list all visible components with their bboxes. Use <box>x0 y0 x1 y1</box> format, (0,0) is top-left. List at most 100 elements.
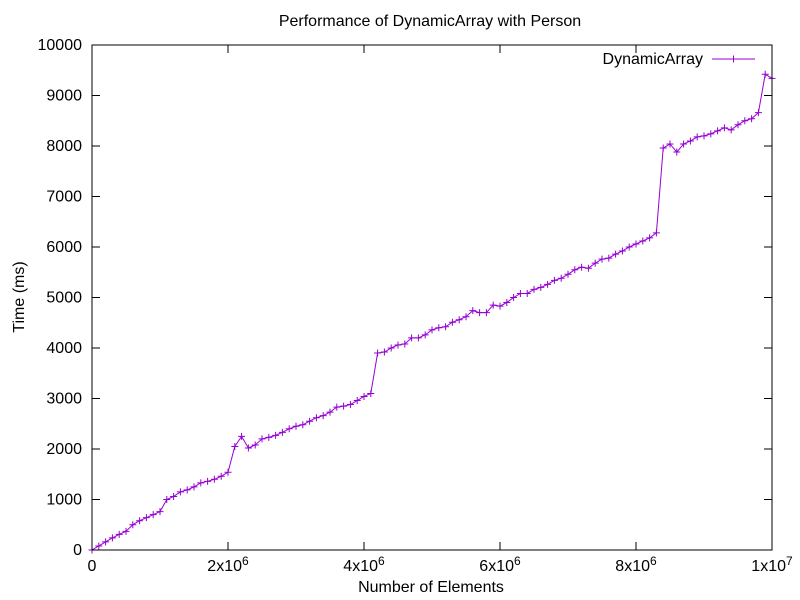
data-point <box>340 402 348 410</box>
data-point <box>544 280 552 288</box>
y-tick-label: 0 <box>73 542 82 559</box>
data-point <box>374 349 382 357</box>
data-point <box>108 534 116 542</box>
data-point <box>156 508 164 516</box>
y-tick-label: 9000 <box>46 88 82 105</box>
data-point <box>346 401 354 409</box>
data-point <box>319 412 327 420</box>
data-point <box>680 140 688 148</box>
data-point <box>496 302 504 310</box>
data-point <box>646 234 654 242</box>
data-point <box>639 237 647 245</box>
data-point <box>401 340 409 348</box>
data-point <box>122 527 130 535</box>
data-point <box>224 468 232 476</box>
data-point <box>714 127 722 135</box>
data-point <box>170 492 178 500</box>
data-point <box>557 274 565 282</box>
data-point <box>707 130 715 138</box>
data-point <box>659 144 667 152</box>
data-point <box>428 326 436 334</box>
data-point <box>482 309 490 317</box>
data-point <box>734 121 742 129</box>
data-point <box>312 414 320 422</box>
data-point <box>632 240 640 248</box>
y-tick-label: 6000 <box>46 239 82 256</box>
y-tick-label: 5000 <box>46 290 82 307</box>
data-point <box>421 331 429 339</box>
data-point <box>136 517 144 525</box>
x-tick-label: 8x106 <box>615 554 657 575</box>
data-point <box>537 283 545 291</box>
data-point <box>244 444 252 452</box>
data-point <box>278 428 286 436</box>
data-point <box>584 264 592 272</box>
data-point <box>591 259 599 267</box>
data-point <box>197 479 205 487</box>
plot-frame <box>91 44 773 551</box>
data-point <box>523 289 531 297</box>
data-point <box>727 126 735 134</box>
data-point <box>272 431 280 439</box>
y-tick-label: 10000 <box>38 37 83 54</box>
data-point <box>190 483 198 491</box>
data-point <box>353 397 361 405</box>
data-point <box>442 323 450 331</box>
legend: DynamicArray <box>603 51 755 68</box>
data-point <box>142 514 150 522</box>
data-point <box>306 417 314 425</box>
data-point <box>666 140 674 148</box>
data-point <box>469 307 477 315</box>
y-tick-label: 1000 <box>46 492 82 509</box>
data-point <box>387 344 395 352</box>
data-point <box>204 477 212 485</box>
series-layer <box>88 70 776 554</box>
data-point <box>258 435 266 443</box>
data-point <box>231 442 239 450</box>
x-tick-label: 2x106 <box>207 554 249 575</box>
data-point <box>251 441 259 449</box>
data-point <box>115 530 123 538</box>
y-axis-label: Time (ms) <box>11 261 28 332</box>
data-point <box>435 324 443 332</box>
data-point <box>571 266 579 274</box>
data-point <box>748 115 756 123</box>
data-point <box>700 132 708 140</box>
data-point <box>95 542 103 550</box>
data-point <box>476 309 484 317</box>
data-point <box>673 148 681 156</box>
data-point <box>292 422 300 430</box>
data-point <box>503 299 511 307</box>
data-point <box>217 472 225 480</box>
x-tick-label: 0 <box>88 558 97 575</box>
y-tick-label: 2000 <box>46 441 82 458</box>
data-point <box>129 521 137 529</box>
y-tick-label: 8000 <box>46 138 82 155</box>
data-point <box>625 243 633 251</box>
data-point <box>414 334 422 342</box>
data-point <box>285 425 293 433</box>
data-point <box>183 486 191 494</box>
tick-labels: 0 1000 2000 3000 4000 5000 6000 7000 8000 9000 100… <box>38 37 794 575</box>
data-point <box>530 285 538 293</box>
data-point <box>605 254 613 262</box>
data-point <box>462 313 470 321</box>
data-point <box>686 137 694 145</box>
data-point <box>360 392 368 400</box>
data-point <box>163 496 171 503</box>
data-point <box>761 70 769 78</box>
legend-marker <box>730 55 737 63</box>
data-point <box>333 403 341 411</box>
data-point <box>149 511 157 519</box>
data-point <box>408 334 416 342</box>
data-point <box>265 433 273 441</box>
y-tick-label: 7000 <box>46 189 82 206</box>
data-point <box>564 270 572 278</box>
x-axis-label: Number of Elements <box>358 579 504 596</box>
data-point <box>693 133 701 141</box>
y-tick-label: 3000 <box>46 391 82 408</box>
data-point <box>578 263 586 271</box>
y-tick-label: 4000 <box>46 340 82 357</box>
data-point <box>448 318 456 326</box>
